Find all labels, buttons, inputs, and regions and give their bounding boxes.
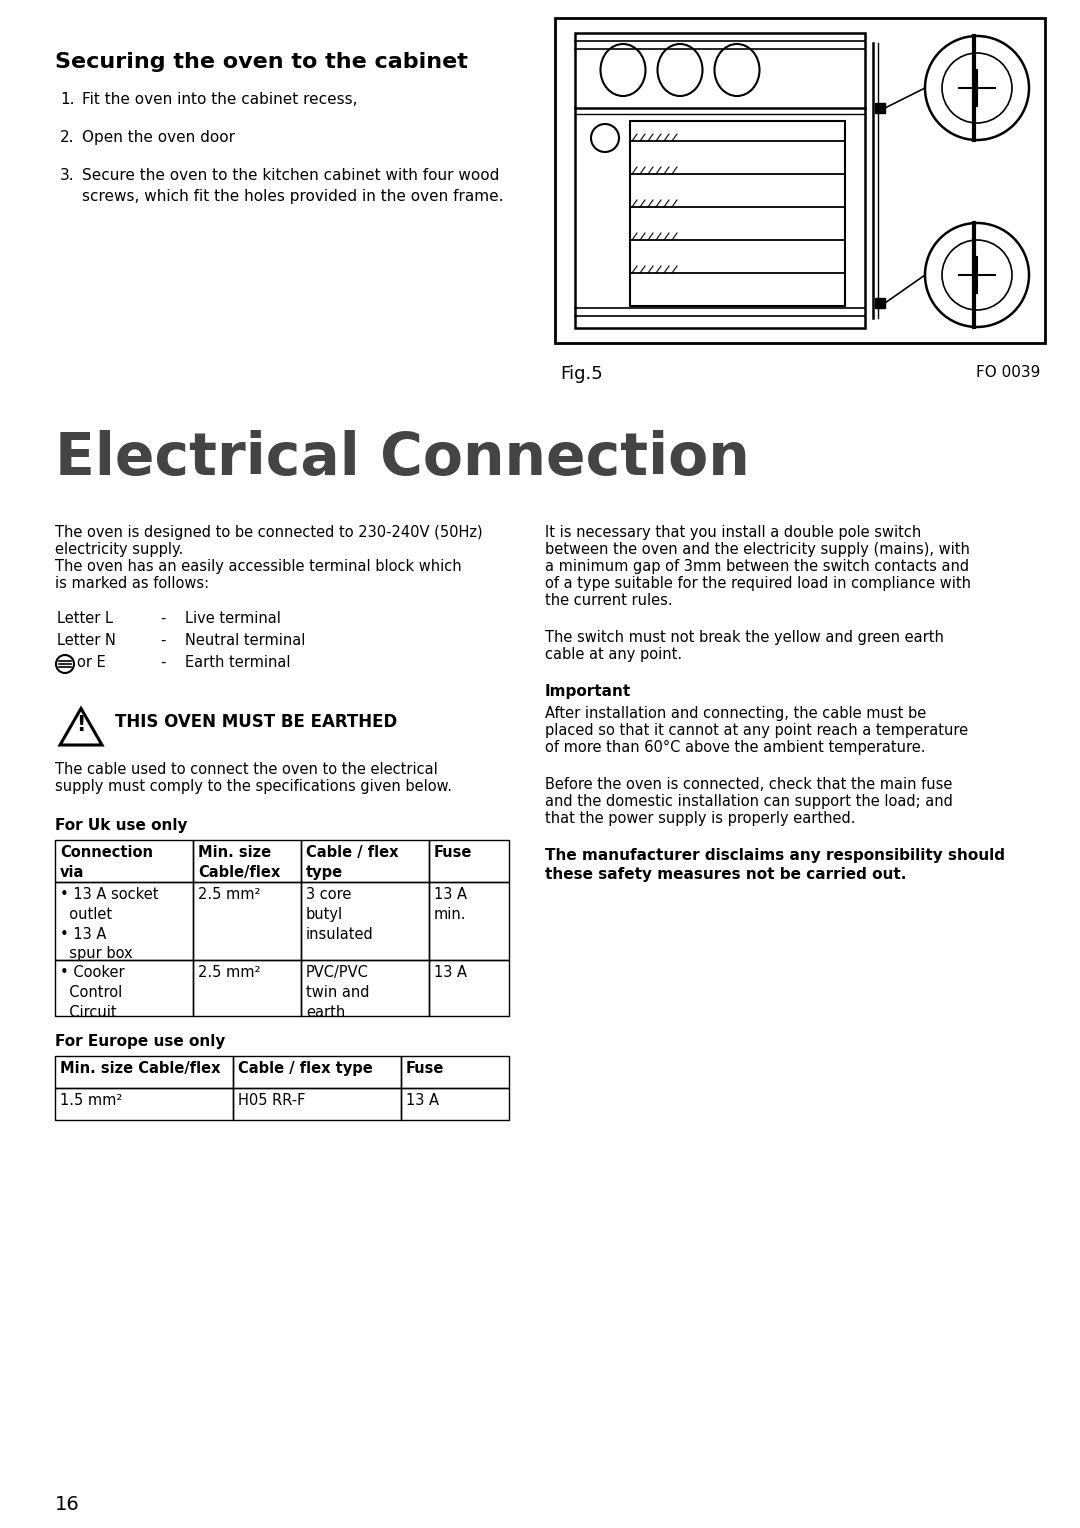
Circle shape bbox=[924, 223, 1029, 327]
Text: Min. size
Cable/flex: Min. size Cable/flex bbox=[198, 845, 280, 880]
Bar bbox=[233, 1088, 401, 1120]
Text: -: - bbox=[160, 656, 165, 669]
Text: For Europe use only: For Europe use only bbox=[55, 1034, 226, 1050]
Text: The switch must not break the yellow and green earth: The switch must not break the yellow and… bbox=[545, 630, 944, 645]
Text: supply must comply to the specifications given below.: supply must comply to the specifications… bbox=[55, 779, 453, 795]
Text: 2.5 mm²: 2.5 mm² bbox=[198, 886, 260, 902]
Text: • Cooker
  Control
  Circuit: • Cooker Control Circuit bbox=[60, 966, 124, 1019]
Text: electricity supply.: electricity supply. bbox=[55, 542, 184, 558]
Text: 1.5 mm²: 1.5 mm² bbox=[60, 1093, 122, 1108]
Text: is marked as follows:: is marked as follows: bbox=[55, 576, 210, 591]
Text: After installation and connecting, the cable must be: After installation and connecting, the c… bbox=[545, 706, 927, 721]
Text: 13 A
min.: 13 A min. bbox=[434, 886, 467, 921]
Text: Letter N: Letter N bbox=[57, 633, 116, 648]
Bar bbox=[301, 840, 429, 882]
Text: Fit the oven into the cabinet recess,: Fit the oven into the cabinet recess, bbox=[82, 92, 357, 107]
Text: that the power supply is properly earthed.: that the power supply is properly earthe… bbox=[545, 811, 855, 827]
Text: Securing the oven to the cabinet: Securing the oven to the cabinet bbox=[55, 52, 468, 72]
Text: between the oven and the electricity supply (mains), with: between the oven and the electricity sup… bbox=[545, 542, 970, 558]
Bar bbox=[55, 1056, 233, 1088]
Bar bbox=[401, 1056, 509, 1088]
Text: 2.: 2. bbox=[60, 130, 75, 145]
Text: Electrical Connection: Electrical Connection bbox=[55, 429, 750, 487]
Text: Important: Important bbox=[545, 685, 631, 698]
Text: of a type suitable for the required load in compliance with: of a type suitable for the required load… bbox=[545, 576, 971, 591]
Text: 3.: 3. bbox=[60, 168, 75, 183]
Bar bbox=[301, 960, 429, 1016]
Text: a minimum gap of 3mm between the switch contacts and: a minimum gap of 3mm between the switch … bbox=[545, 559, 969, 575]
Text: Earth terminal: Earth terminal bbox=[185, 656, 291, 669]
Text: Fig.5: Fig.5 bbox=[561, 365, 603, 384]
Text: H05 RR-F: H05 RR-F bbox=[238, 1093, 306, 1108]
Bar bbox=[429, 960, 509, 1016]
Circle shape bbox=[924, 37, 1029, 141]
Bar bbox=[55, 1088, 233, 1120]
Bar bbox=[193, 840, 301, 882]
Bar bbox=[233, 1056, 401, 1088]
Text: THIS OVEN MUST BE EARTHED: THIS OVEN MUST BE EARTHED bbox=[114, 714, 397, 730]
Text: 13 A: 13 A bbox=[406, 1093, 438, 1108]
Bar bbox=[193, 960, 301, 1016]
Text: Cable / flex type: Cable / flex type bbox=[238, 1060, 373, 1076]
Text: cable at any point.: cable at any point. bbox=[545, 646, 683, 662]
Text: of more than 60°C above the ambient temperature.: of more than 60°C above the ambient temp… bbox=[545, 740, 926, 755]
Text: 16: 16 bbox=[55, 1494, 80, 1514]
Bar bbox=[875, 298, 885, 309]
Text: The oven is designed to be connected to 230-240V (50Hz): The oven is designed to be connected to … bbox=[55, 526, 483, 539]
Text: and the domestic installation can support the load; and: and the domestic installation can suppor… bbox=[545, 795, 953, 808]
Text: The manufacturer disclaims any responsibility should: The manufacturer disclaims any responsib… bbox=[545, 848, 1005, 863]
Text: 3 core
butyl
insulated: 3 core butyl insulated bbox=[306, 886, 374, 941]
Bar bbox=[193, 882, 301, 960]
Bar bbox=[875, 102, 885, 113]
Text: Fuse: Fuse bbox=[434, 845, 472, 860]
Text: or E: or E bbox=[77, 656, 106, 669]
Text: -: - bbox=[160, 611, 165, 626]
Text: It is necessary that you install a double pole switch: It is necessary that you install a doubl… bbox=[545, 526, 921, 539]
Text: Letter L: Letter L bbox=[57, 611, 113, 626]
Text: Live terminal: Live terminal bbox=[185, 611, 281, 626]
Text: these safety measures not be carried out.: these safety measures not be carried out… bbox=[545, 866, 906, 882]
Text: 1.: 1. bbox=[60, 92, 75, 107]
Text: Neutral terminal: Neutral terminal bbox=[185, 633, 306, 648]
Text: 13 A: 13 A bbox=[434, 966, 467, 979]
Text: Fuse: Fuse bbox=[406, 1060, 444, 1076]
Text: The cable used to connect the oven to the electrical: The cable used to connect the oven to th… bbox=[55, 762, 437, 778]
Bar bbox=[555, 18, 1045, 342]
Bar bbox=[301, 882, 429, 960]
Bar bbox=[55, 882, 193, 960]
Bar bbox=[429, 882, 509, 960]
Bar bbox=[429, 840, 509, 882]
Text: the current rules.: the current rules. bbox=[545, 593, 673, 608]
Text: For Uk use only: For Uk use only bbox=[55, 817, 188, 833]
Text: Before the oven is connected, check that the main fuse: Before the oven is connected, check that… bbox=[545, 778, 953, 792]
Text: Min. size Cable/flex: Min. size Cable/flex bbox=[60, 1060, 220, 1076]
Bar bbox=[630, 121, 845, 306]
Text: The oven has an easily accessible terminal block which: The oven has an easily accessible termin… bbox=[55, 559, 461, 575]
Text: placed so that it cannot at any point reach a temperature: placed so that it cannot at any point re… bbox=[545, 723, 968, 738]
Text: -: - bbox=[160, 633, 165, 648]
Bar bbox=[575, 34, 865, 329]
Text: Open the oven door: Open the oven door bbox=[82, 130, 235, 145]
Text: !: ! bbox=[77, 715, 85, 735]
Text: PVC/PVC
twin and
earth: PVC/PVC twin and earth bbox=[306, 966, 369, 1019]
Text: Cable / flex
type: Cable / flex type bbox=[306, 845, 399, 880]
Text: Secure the oven to the kitchen cabinet with four wood
screws, which fit the hole: Secure the oven to the kitchen cabinet w… bbox=[82, 168, 503, 205]
Text: FO 0039: FO 0039 bbox=[975, 365, 1040, 380]
Bar bbox=[401, 1088, 509, 1120]
Bar bbox=[55, 840, 193, 882]
Bar bbox=[55, 960, 193, 1016]
Text: • 13 A socket
  outlet
• 13 A
  spur box: • 13 A socket outlet • 13 A spur box bbox=[60, 886, 159, 961]
Text: 2.5 mm²: 2.5 mm² bbox=[198, 966, 260, 979]
Text: Connection
via: Connection via bbox=[60, 845, 153, 880]
